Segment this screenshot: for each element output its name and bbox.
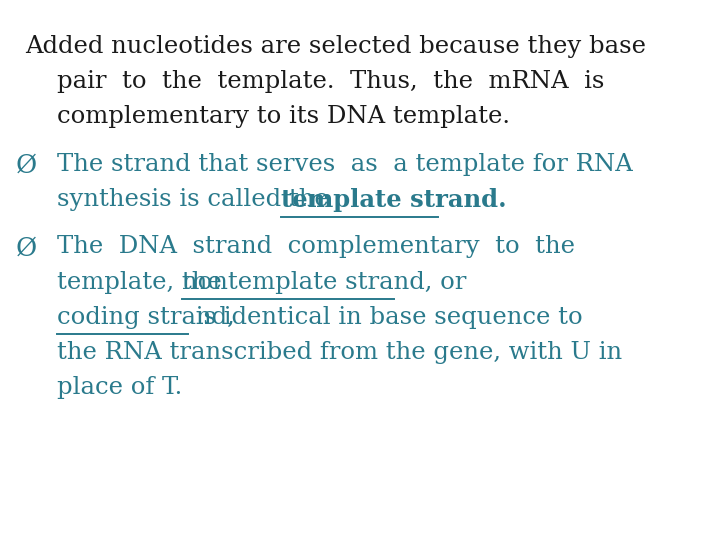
Text: synthesis is called the: synthesis is called the: [57, 188, 337, 211]
Text: the RNA transcribed from the gene, with U in: the RNA transcribed from the gene, with …: [57, 341, 622, 364]
Text: The  DNA  strand  complementary  to  the: The DNA strand complementary to the: [57, 235, 575, 259]
Text: place of T.: place of T.: [57, 376, 182, 399]
Text: nontemplate strand, or: nontemplate strand, or: [182, 271, 467, 294]
Text: Ø: Ø: [16, 235, 37, 260]
Text: pair  to  the  template.  Thus,  the  mRNA  is: pair to the template. Thus, the mRNA is: [57, 70, 605, 93]
Text: Added nucleotides are selected because they base: Added nucleotides are selected because t…: [25, 35, 647, 58]
Text: complementary to its DNA template.: complementary to its DNA template.: [57, 105, 510, 129]
Text: is identical in base sequence to: is identical in base sequence to: [189, 306, 583, 329]
Text: Ø: Ø: [16, 153, 37, 178]
Text: template strand.: template strand.: [281, 188, 506, 212]
Text: The strand that serves  as  a template for RNA: The strand that serves as a template for…: [57, 153, 633, 176]
Text: coding strand,: coding strand,: [57, 306, 235, 329]
Text: template, the: template, the: [57, 271, 230, 294]
